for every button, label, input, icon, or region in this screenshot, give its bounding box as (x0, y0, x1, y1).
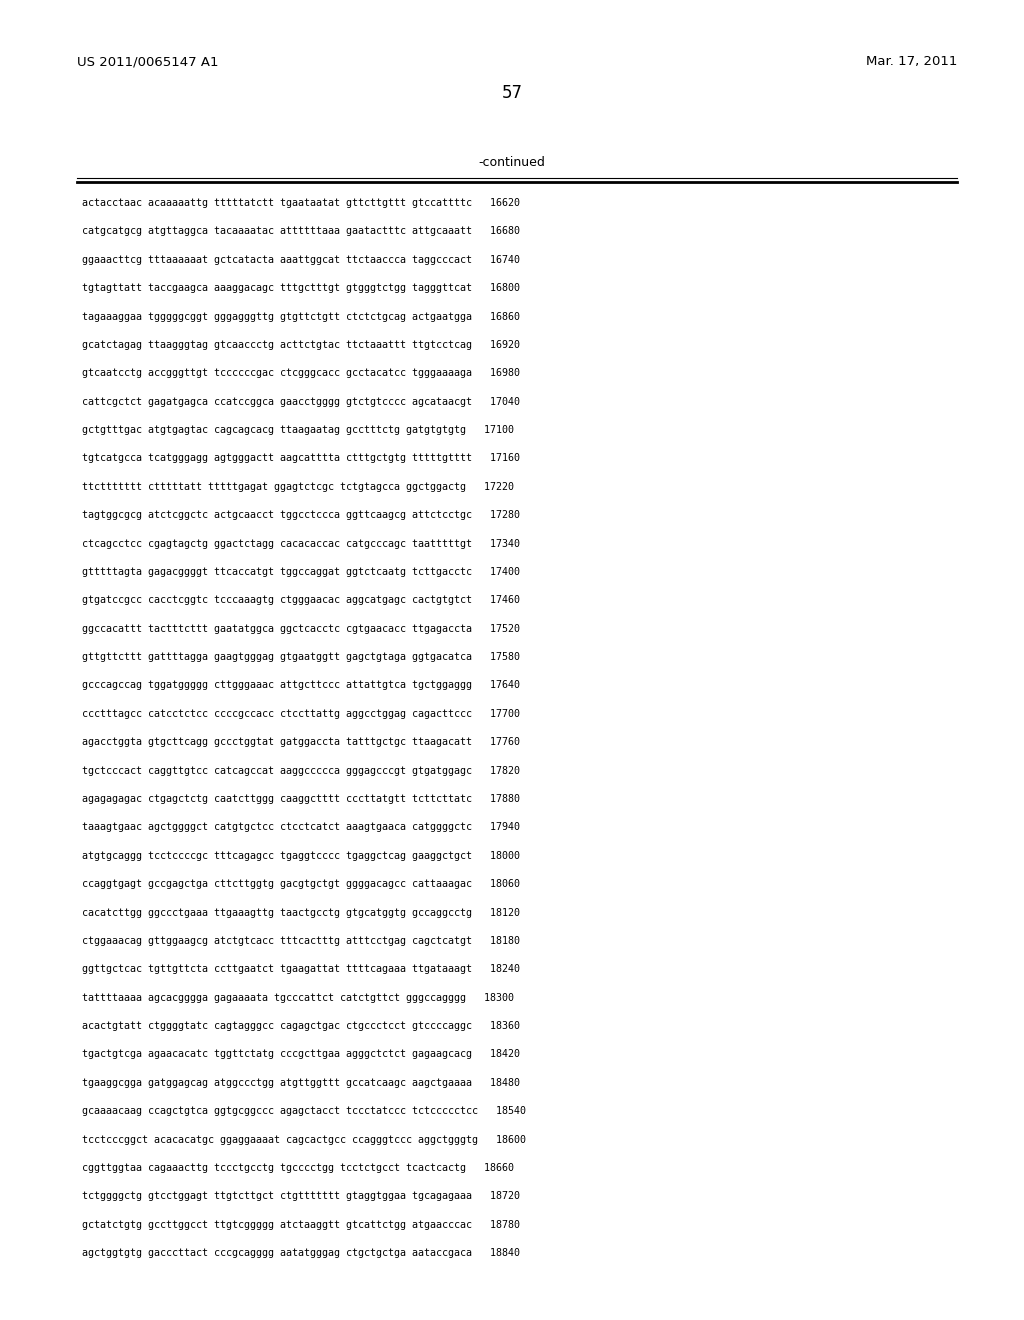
Text: ctggaaacag gttggaagcg atctgtcacc tttcactttg atttcctgag cagctcatgt   18180: ctggaaacag gttggaagcg atctgtcacc tttcact… (82, 936, 520, 946)
Text: ttcttttttt ctttttatt tttttgagat ggagtctcgc tctgtagcca ggctggactg   17220: ttcttttttt ctttttatt tttttgagat ggagtctc… (82, 482, 514, 492)
Text: gtgatccgcc cacctcggtc tcccaaagtg ctgggaacac aggcatgagc cactgtgtct   17460: gtgatccgcc cacctcggtc tcccaaagtg ctgggaa… (82, 595, 520, 606)
Text: tgaaggcgga gatggagcag atggccctgg atgttggttt gccatcaagc aagctgaaaa   18480: tgaaggcgga gatggagcag atggccctgg atgttgg… (82, 1077, 520, 1088)
Text: ggccacattt tactttcttt gaatatggca ggctcacctc cgtgaacacc ttgagaccta   17520: ggccacattt tactttcttt gaatatggca ggctcac… (82, 623, 520, 634)
Text: tgtcatgcca tcatgggagg agtgggactt aagcatttta ctttgctgtg tttttgtttt   17160: tgtcatgcca tcatgggagg agtgggactt aagcatt… (82, 454, 520, 463)
Text: gctgtttgac atgtgagtac cagcagcacg ttaagaatag gcctttctg gatgtgtgtg   17100: gctgtttgac atgtgagtac cagcagcacg ttaagaa… (82, 425, 514, 436)
Text: catgcatgcg atgttaggca tacaaaatac attttttaaa gaatactttc attgcaaatt   16680: catgcatgcg atgttaggca tacaaaatac atttttt… (82, 226, 520, 236)
Text: gctatctgtg gccttggcct ttgtcggggg atctaaggtt gtcattctgg atgaacccac   18780: gctatctgtg gccttggcct ttgtcggggg atctaag… (82, 1220, 520, 1230)
Text: tagaaaggaa tgggggcggt gggagggttg gtgttctgtt ctctctgcag actgaatgga   16860: tagaaaggaa tgggggcggt gggagggttg gtgttct… (82, 312, 520, 322)
Text: actacctaac acaaaaattg tttttatctt tgaataatat gttcttgttt gtccattttc   16620: actacctaac acaaaaattg tttttatctt tgaataa… (82, 198, 520, 209)
Text: agctggtgtg gacccttact cccgcagggg aatatgggag ctgctgctga aataccgaca   18840: agctggtgtg gacccttact cccgcagggg aatatgg… (82, 1249, 520, 1258)
Text: 57: 57 (502, 84, 522, 103)
Text: -continued: -continued (478, 156, 546, 169)
Text: tagtggcgcg atctcggctc actgcaacct tggcctccca ggttcaagcg attctcctgc   17280: tagtggcgcg atctcggctc actgcaacct tggcctc… (82, 511, 520, 520)
Text: US 2011/0065147 A1: US 2011/0065147 A1 (77, 55, 218, 69)
Text: gttgttcttt gattttagga gaagtgggag gtgaatggtt gagctgtaga ggtgacatca   17580: gttgttcttt gattttagga gaagtgggag gtgaatg… (82, 652, 520, 663)
Text: Mar. 17, 2011: Mar. 17, 2011 (866, 55, 957, 69)
Text: cacatcttgg ggccctgaaa ttgaaagttg taactgcctg gtgcatggtg gccaggcctg   18120: cacatcttgg ggccctgaaa ttgaaagttg taactgc… (82, 908, 520, 917)
Text: ggttgctcac tgttgttcta ccttgaatct tgaagattat ttttcagaaa ttgataaagt   18240: ggttgctcac tgttgttcta ccttgaatct tgaagat… (82, 964, 520, 974)
Text: gcaaaacaag ccagctgtca ggtgcggccc agagctacct tccctatccc tctccccctcc   18540: gcaaaacaag ccagctgtca ggtgcggccc agagcta… (82, 1106, 526, 1117)
Text: gcatctagag ttaagggtag gtcaaccctg acttctgtac ttctaaattt ttgtcctcag   16920: gcatctagag ttaagggtag gtcaaccctg acttctg… (82, 341, 520, 350)
Text: ccctttagcc catcctctcc ccccgccacc ctccttattg aggcctggag cagacttccc   17700: ccctttagcc catcctctcc ccccgccacc ctcctta… (82, 709, 520, 719)
Text: tctggggctg gtcctggagt ttgtcttgct ctgttttttt gtaggtggaa tgcagagaaa   18720: tctggggctg gtcctggagt ttgtcttgct ctgtttt… (82, 1191, 520, 1201)
Text: agacctggta gtgcttcagg gccctggtat gatggaccta tatttgctgc ttaagacatt   17760: agacctggta gtgcttcagg gccctggtat gatggac… (82, 737, 520, 747)
Text: ctcagcctcc cgagtagctg ggactctagg cacacaccac catgcccagc taatttttgt   17340: ctcagcctcc cgagtagctg ggactctagg cacacac… (82, 539, 520, 549)
Text: tgtagttatt taccgaagca aaaggacagc tttgctttgt gtgggtctgg tagggttcat   16800: tgtagttatt taccgaagca aaaggacagc tttgctt… (82, 284, 520, 293)
Text: tcctcccggct acacacatgc ggaggaaaat cagcactgcc ccagggtccc aggctgggtg   18600: tcctcccggct acacacatgc ggaggaaaat cagcac… (82, 1134, 526, 1144)
Text: gtcaatcctg accgggttgt tccccccgac ctcgggcacc gcctacatcc tgggaaaaga   16980: gtcaatcctg accgggttgt tccccccgac ctcgggc… (82, 368, 520, 379)
Text: taaagtgaac agctggggct catgtgctcc ctcctcatct aaagtgaaca catggggctc   17940: taaagtgaac agctggggct catgtgctcc ctcctca… (82, 822, 520, 833)
Text: tgactgtcga agaacacatc tggttctatg cccgcttgaa agggctctct gagaagcacg   18420: tgactgtcga agaacacatc tggttctatg cccgctt… (82, 1049, 520, 1060)
Text: agagagagac ctgagctctg caatcttggg caaggctttt cccttatgtt tcttcttatc   17880: agagagagac ctgagctctg caatcttggg caaggct… (82, 795, 520, 804)
Text: cggttggtaa cagaaacttg tccctgcctg tgcccctgg tcctctgcct tcactcactg   18660: cggttggtaa cagaaacttg tccctgcctg tgcccct… (82, 1163, 514, 1173)
Text: ccaggtgagt gccgagctga cttcttggtg gacgtgctgt ggggacagcc cattaaagac   18060: ccaggtgagt gccgagctga cttcttggtg gacgtgc… (82, 879, 520, 890)
Text: ggaaacttcg tttaaaaaat gctcatacta aaattggcat ttctaaccca taggcccact   16740: ggaaacttcg tttaaaaaat gctcatacta aaattgg… (82, 255, 520, 265)
Text: tattttaaaa agcacgggga gagaaaata tgcccattct catctgttct gggccagggg   18300: tattttaaaa agcacgggga gagaaaata tgcccatt… (82, 993, 514, 1003)
Text: gcccagccag tggatggggg cttgggaaac attgcttccc attattgtca tgctggaggg   17640: gcccagccag tggatggggg cttgggaaac attgctt… (82, 681, 520, 690)
Text: atgtgcaggg tcctccccgc tttcagagcc tgaggtcccc tgaggctcag gaaggctgct   18000: atgtgcaggg tcctccccgc tttcagagcc tgaggtc… (82, 850, 520, 861)
Text: acactgtatt ctggggtatc cagtagggcc cagagctgac ctgccctcct gtccccaggc   18360: acactgtatt ctggggtatc cagtagggcc cagagct… (82, 1022, 520, 1031)
Text: cattcgctct gagatgagca ccatccggca gaacctgggg gtctgtcccc agcataacgt   17040: cattcgctct gagatgagca ccatccggca gaacctg… (82, 396, 520, 407)
Text: tgctcccact caggttgtcc catcagccat aaggccccca gggagcccgt gtgatggagc   17820: tgctcccact caggttgtcc catcagccat aaggccc… (82, 766, 520, 776)
Text: gtttttagta gagacggggt ttcaccatgt tggccaggat ggtctcaatg tcttgacctc   17400: gtttttagta gagacggggt ttcaccatgt tggccag… (82, 568, 520, 577)
